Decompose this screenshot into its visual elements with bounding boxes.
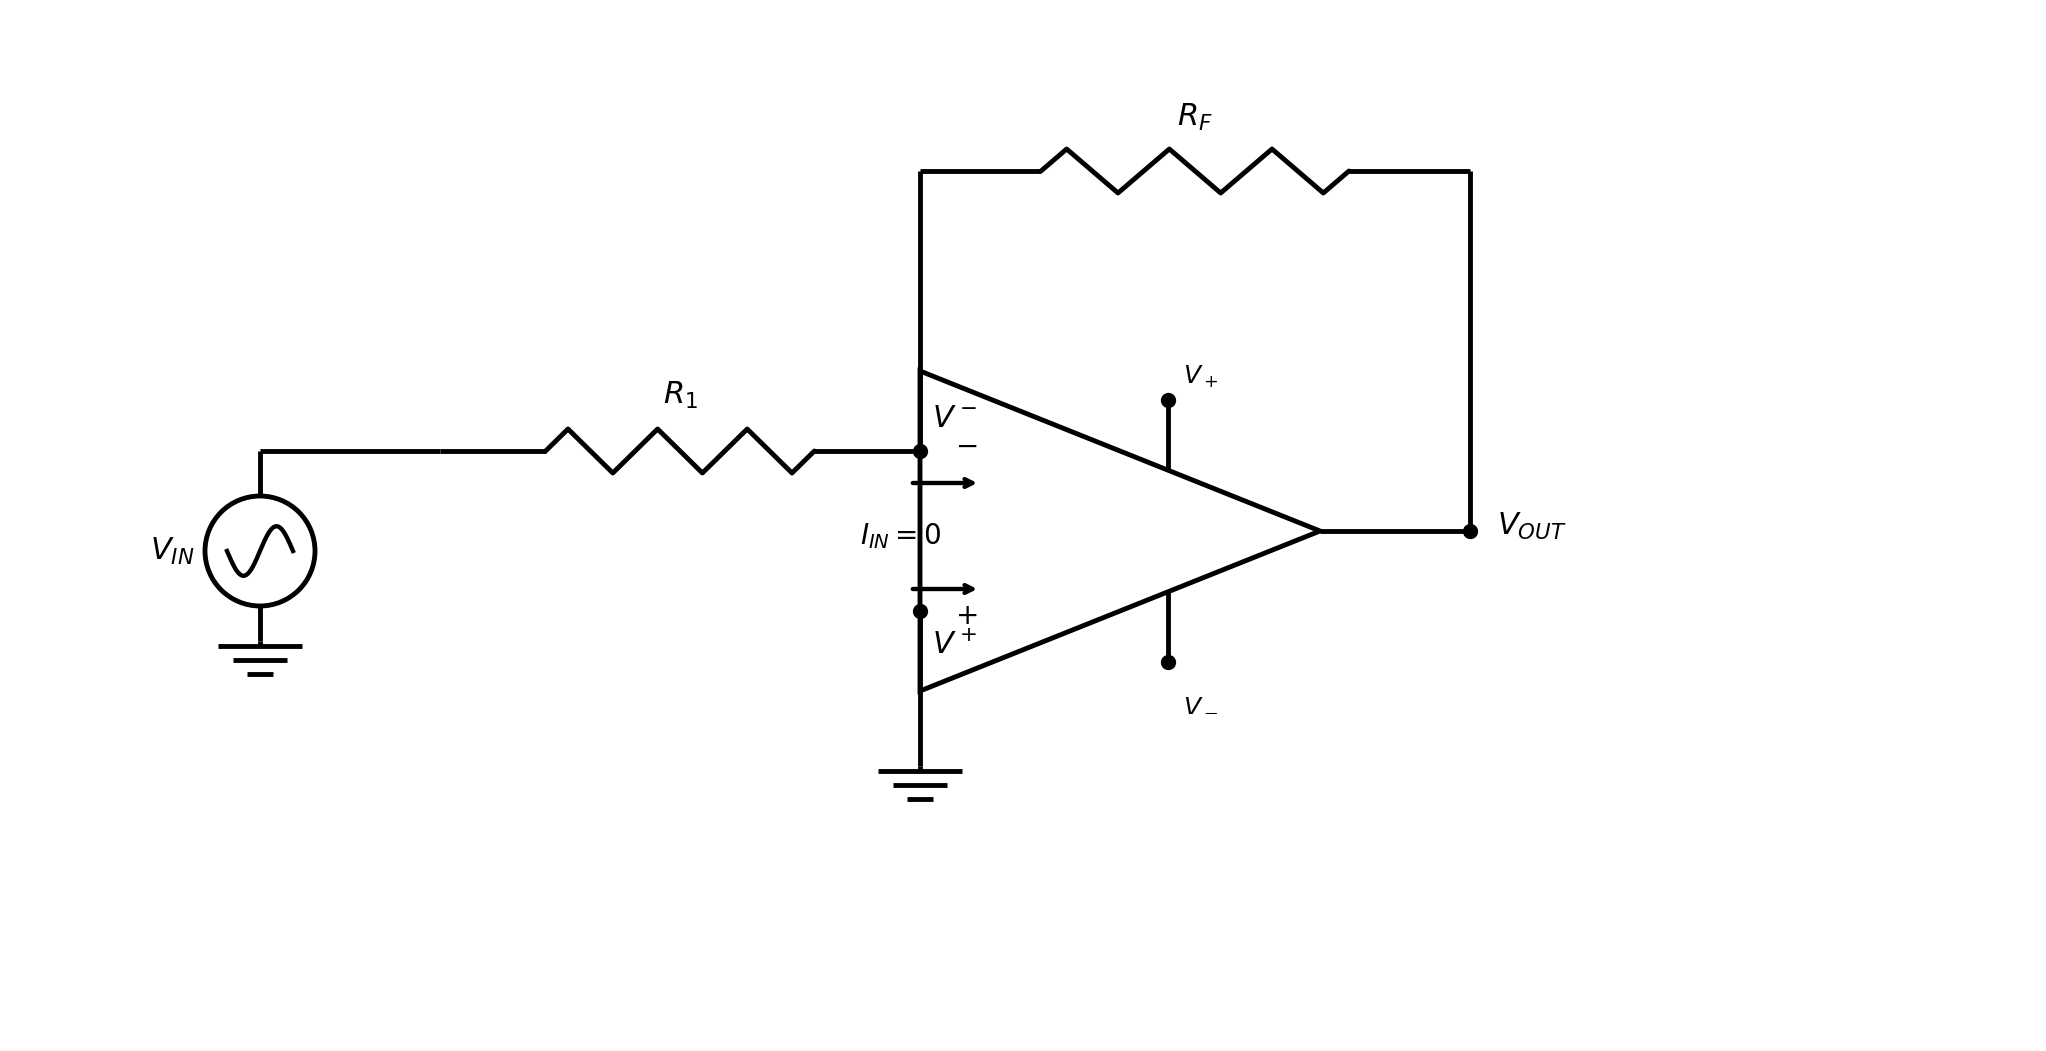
Text: $I_{IN}=0$: $I_{IN}=0$ (859, 521, 941, 551)
Text: $V_-$: $V_-$ (1183, 692, 1217, 716)
Text: $R_F$: $R_F$ (1176, 102, 1213, 133)
Text: $V_{IN}$: $V_{IN}$ (151, 535, 194, 566)
Text: $V^-$: $V^-$ (933, 404, 976, 433)
Text: $R_1$: $R_1$ (663, 379, 698, 411)
Text: $V_+$: $V_+$ (1183, 364, 1217, 390)
Text: $-$: $-$ (955, 432, 978, 460)
Text: $+$: $+$ (955, 602, 978, 630)
Text: $V^+$: $V^+$ (933, 631, 976, 660)
Text: $V_{OUT}$: $V_{OUT}$ (1498, 511, 1567, 541)
